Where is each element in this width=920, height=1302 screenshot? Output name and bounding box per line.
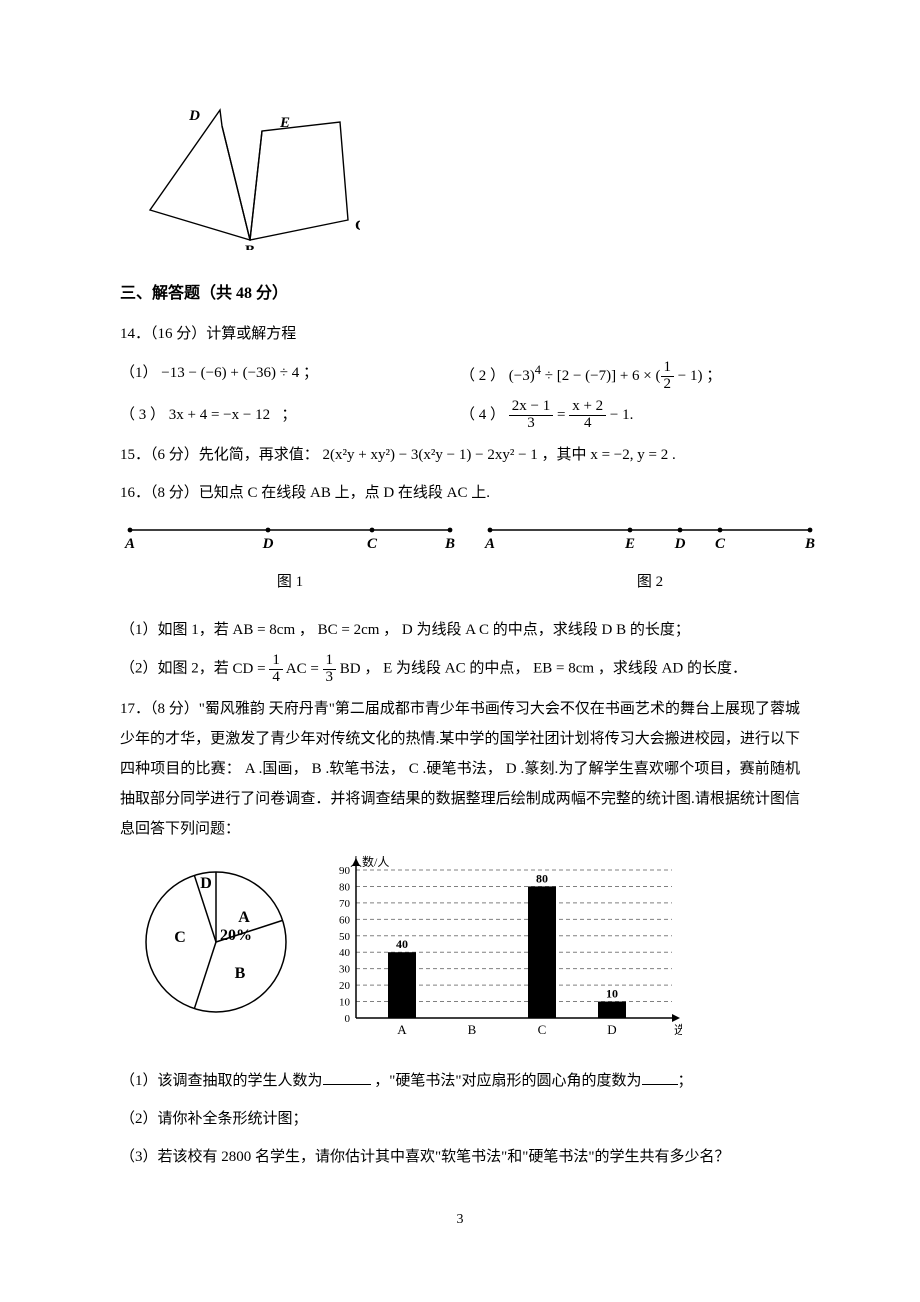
blank-1 — [323, 1069, 371, 1085]
q14-p4-f1n: 2x − 1 — [509, 399, 553, 416]
q17-p3: （3）若该校有 2800 名学生，请你估计其中喜欢"软笔书法"和"硬笔书法"的学… — [120, 1142, 800, 1172]
q16-cap2: 图 2 — [637, 570, 663, 591]
svg-text:选项: 选项 — [674, 1023, 682, 1037]
svg-text:E: E — [279, 115, 290, 131]
q14-p2-frac-den: 2 — [661, 377, 675, 393]
svg-text:50: 50 — [339, 930, 351, 942]
q16-p2-mid1: AC = — [283, 661, 323, 677]
q17-pie-chart: A20% B C D — [120, 852, 292, 1024]
svg-text:A: A — [124, 536, 135, 552]
q17-bar-chart: 人数/人010203040506070809040AB80C10D选项 — [312, 852, 682, 1042]
q16-fig2-col: A E D C B 图 2 — [480, 516, 820, 591]
svg-text:A: A — [484, 536, 495, 552]
q16-p2-f2n: 1 — [323, 653, 337, 670]
q16-p2-f1d: 4 — [269, 670, 283, 686]
q14-row1: （1） −13 − (−6) + (−36) ÷ 4 ； （ 2 ） (−3)4… — [120, 357, 800, 393]
svg-text:0: 0 — [345, 1013, 351, 1025]
q17-p2: （2）请你补全条形统计图； — [120, 1104, 800, 1134]
svg-text:80: 80 — [536, 871, 548, 885]
q14-p3-label: （ 3 ） — [120, 407, 165, 423]
svg-text:B: B — [444, 536, 455, 552]
svg-text:D: D — [674, 536, 686, 552]
q17-p1-pre: （1）该调查抽取的学生人数为 — [120, 1073, 323, 1089]
q17-p1: （1）该调查抽取的学生人数为 ，"硬笔书法"对应扇形的圆心角的度数为 ； — [120, 1066, 800, 1096]
q15-mid: ，其中 — [538, 447, 591, 463]
section-3-title: 三、解答题（共 48 分） — [120, 279, 800, 303]
q14-p1-label: （1） — [120, 365, 158, 381]
q16-p2-post: ， E 为线段 AC 的中点， EB = 8cm ，求线段 AD 的长度． — [364, 661, 747, 677]
q17-p1-mid: ，"硬笔书法"对应扇形的圆心角的度数为 — [374, 1073, 641, 1089]
q16-fig1-col: A D C B 图 1 — [120, 516, 460, 591]
q16-p2-cd: CD = — [233, 661, 270, 677]
q16-cap1: 图 1 — [277, 570, 303, 591]
q16-figure-1: ADCB — [120, 516, 460, 564]
svg-text:D: D — [188, 108, 200, 124]
q16-p2: （2）如图 2，若 CD = 14 AC = 13 BD ， E 为线段 AC … — [120, 653, 800, 686]
svg-text:90: 90 — [339, 865, 351, 877]
svg-text:D: D — [607, 1022, 616, 1037]
q14-p4-label: （ 4 ） — [460, 407, 505, 423]
page-number: 3 — [120, 1212, 800, 1228]
svg-text:10: 10 — [339, 996, 351, 1008]
svg-text:E: E — [624, 536, 635, 552]
svg-text:C: C — [355, 218, 360, 234]
q14-p2-frac-num: 1 — [661, 360, 675, 377]
q17-stem: 17．（8 分）"蜀风雅韵 天府丹青"第二届成都市青少年书画传习大会不仅在书画艺… — [120, 694, 800, 844]
svg-text:D: D — [262, 536, 274, 552]
q17-p1-post: ； — [678, 1073, 693, 1089]
svg-text:10: 10 — [606, 986, 618, 1000]
q15-pre: 15．（6 分）先化简，再求值： — [120, 447, 319, 463]
q16-p2-mid2: BD — [336, 661, 361, 677]
q15-expr: 2(x²y + xy²) − 3(x²y − 1) − 2xy² − 1 — [323, 447, 538, 463]
q16-p2-f1n: 1 — [269, 653, 283, 670]
q14-p2-pre: (−3) — [509, 368, 535, 384]
svg-text:D: D — [200, 875, 212, 892]
q15-vals: x = −2, y = 2 — [590, 447, 668, 463]
q15-tail: . — [668, 447, 676, 463]
q16-figure-2: AEDCB — [480, 516, 820, 564]
q14-p2-post: − 1) — [674, 368, 702, 384]
q16-p2-pre: （2）如图 2，若 — [120, 661, 233, 677]
svg-text:30: 30 — [339, 963, 351, 975]
svg-text:60: 60 — [339, 914, 351, 926]
q16-p2-f2d: 3 — [323, 670, 337, 686]
svg-text:B: B — [804, 536, 815, 552]
svg-text:C: C — [715, 536, 726, 552]
q14-p2-mid: ÷ [2 − (−7)] + 6 × ( — [541, 368, 661, 384]
q14-p4-f2n: x + 2 — [569, 399, 606, 416]
svg-text:C: C — [367, 536, 378, 552]
blank-2 — [642, 1069, 678, 1085]
svg-text:80: 80 — [339, 881, 351, 893]
q14-p1-expr: −13 − (−6) + (−36) ÷ 4 — [161, 365, 299, 381]
svg-text:70: 70 — [339, 897, 351, 909]
svg-text:40: 40 — [396, 937, 408, 951]
q14-p2-label: （ 2 ） — [460, 368, 505, 384]
svg-text:C: C — [174, 929, 186, 946]
q14-p4-f1d: 3 — [509, 416, 553, 432]
q14-p4-tail: − 1. — [606, 407, 633, 423]
q14-p4-f2d: 4 — [569, 416, 606, 432]
svg-text:A: A — [397, 1022, 407, 1037]
svg-text:B: B — [468, 1022, 477, 1037]
svg-text:C: C — [538, 1022, 547, 1037]
svg-text:B: B — [245, 243, 255, 250]
svg-text:B: B — [235, 965, 246, 982]
svg-text:20%: 20% — [220, 927, 252, 944]
svg-text:20: 20 — [339, 980, 351, 992]
q14-stem: 14．（16 分）计算或解方程 — [120, 319, 800, 349]
q15: 15．（6 分）先化简，再求值： 2(x²y + xy²) − 3(x²y − … — [120, 440, 800, 470]
figure-abde-quadrilaterals: ABCDE — [140, 100, 800, 255]
q16-stem: 16．（8 分）已知点 C 在线段 AB 上，点 D 在线段 AC 上. — [120, 478, 800, 508]
svg-text:A: A — [238, 909, 250, 926]
svg-text:40: 40 — [339, 947, 351, 959]
q16-p1: （1）如图 1，若 AB = 8cm ， BC = 2cm ， D 为线段 A … — [120, 615, 800, 645]
q14-p3-expr: 3x + 4 = −x − 12 — [169, 407, 270, 423]
q14-row2: （ 3 ） 3x + 4 = −x − 12 ； （ 4 ） 2x − 13 =… — [120, 399, 800, 432]
q14-p4-eq: = — [553, 407, 569, 423]
